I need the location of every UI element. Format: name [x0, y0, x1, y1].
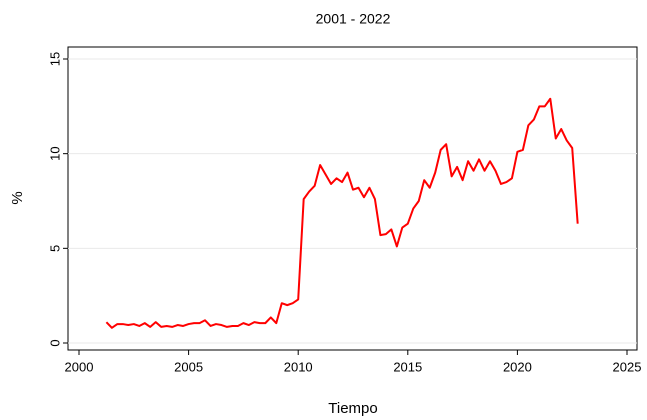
x-tick-label: 2025 — [613, 359, 642, 374]
plot-frame — [67, 46, 638, 351]
x-tick-label: 2000 — [65, 359, 94, 374]
y-tick-label: 0 — [47, 339, 62, 346]
y-tick-label: 10 — [47, 146, 62, 160]
x-axis-title: Tiempo — [328, 400, 377, 417]
chart-title: 2001 - 2022 — [316, 11, 391, 27]
x-tick-label: 2010 — [284, 359, 313, 374]
y-tick-label: 15 — [47, 52, 62, 66]
y-axis-title: % — [9, 191, 26, 204]
x-tick-label: 2015 — [393, 359, 422, 374]
data-line — [105, 97, 579, 329]
x-tick-label: 2005 — [174, 359, 203, 374]
x-tick-label: 2020 — [503, 359, 532, 374]
y-tick-label: 5 — [47, 245, 62, 252]
